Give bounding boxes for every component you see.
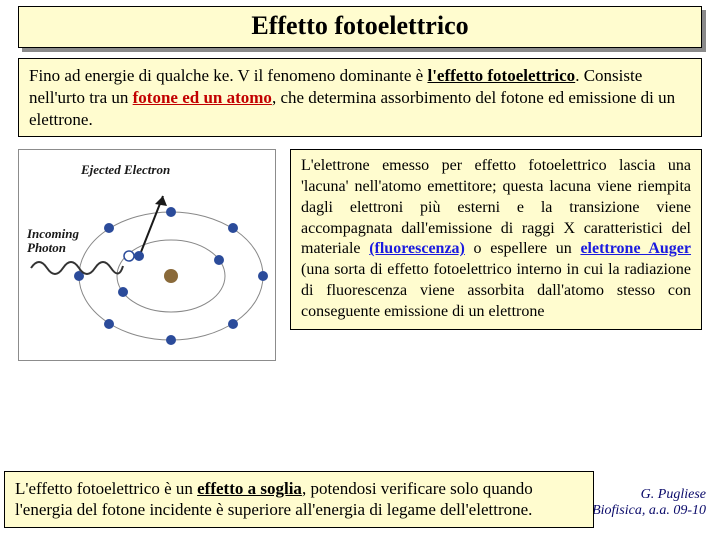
- electron: [118, 287, 128, 297]
- desc-auger: elettrone Auger: [580, 240, 691, 257]
- intro-t1: Fino ad energie di qualche ke. V il feno…: [29, 66, 427, 85]
- description-column: L'elettrone emesso per effetto fotoelett…: [290, 149, 702, 361]
- title-box: Effetto fotoelettrico: [18, 6, 702, 48]
- footer-t1: L'effetto fotoelettrico è un: [15, 479, 197, 498]
- label-ejected: Ejected Electron: [80, 162, 170, 177]
- label-incoming-1: Incoming: [26, 226, 80, 241]
- diagram-frame: Ejected Electron Incoming Photon: [18, 149, 276, 361]
- diagram-column: Ejected Electron Incoming Photon: [18, 149, 276, 361]
- nucleus: [164, 269, 178, 283]
- electron: [214, 255, 224, 265]
- electron: [258, 271, 268, 281]
- electron: [104, 223, 114, 233]
- atom-diagram: Ejected Electron Incoming Photon: [23, 156, 271, 356]
- label-incoming-2: Photon: [27, 240, 66, 255]
- title-container: Effetto fotoelettrico: [18, 6, 702, 48]
- desc-fluorescenza: (fluorescenza): [369, 240, 465, 257]
- electron: [228, 319, 238, 329]
- electron: [228, 223, 238, 233]
- footer-threshold: effetto a soglia: [197, 479, 302, 498]
- electron: [104, 319, 114, 329]
- credit-block: G. Pugliese Biofisica, a.a. 09-10: [592, 487, 706, 518]
- content-row: Ejected Electron Incoming Photon: [18, 149, 702, 361]
- ejected-arrow-head: [155, 196, 167, 206]
- intro-keyword-effect: l'effetto fotoelettrico: [427, 66, 575, 85]
- footer-box: L'effetto fotoelettrico è un effetto a s…: [4, 471, 594, 529]
- electron: [166, 335, 176, 345]
- electron: [166, 207, 176, 217]
- ejected-electron: [134, 251, 144, 261]
- intro-keyword-photon: fotone ed un atomo: [133, 88, 272, 107]
- intro-box: Fino ad energie di qualche ke. V il feno…: [18, 58, 702, 137]
- credit-course: Biofisica, a.a. 09-10: [592, 503, 706, 518]
- credit-author: G. Pugliese: [592, 487, 706, 502]
- description-box: L'elettrone emesso per effetto fotoelett…: [290, 149, 702, 329]
- page-title: Effetto fotoelettrico: [251, 11, 468, 40]
- electron-hole: [124, 251, 134, 261]
- desc-t3: o espellere un: [465, 240, 581, 257]
- desc-t5: (una sorta di effetto fotoelettrico inte…: [301, 261, 691, 320]
